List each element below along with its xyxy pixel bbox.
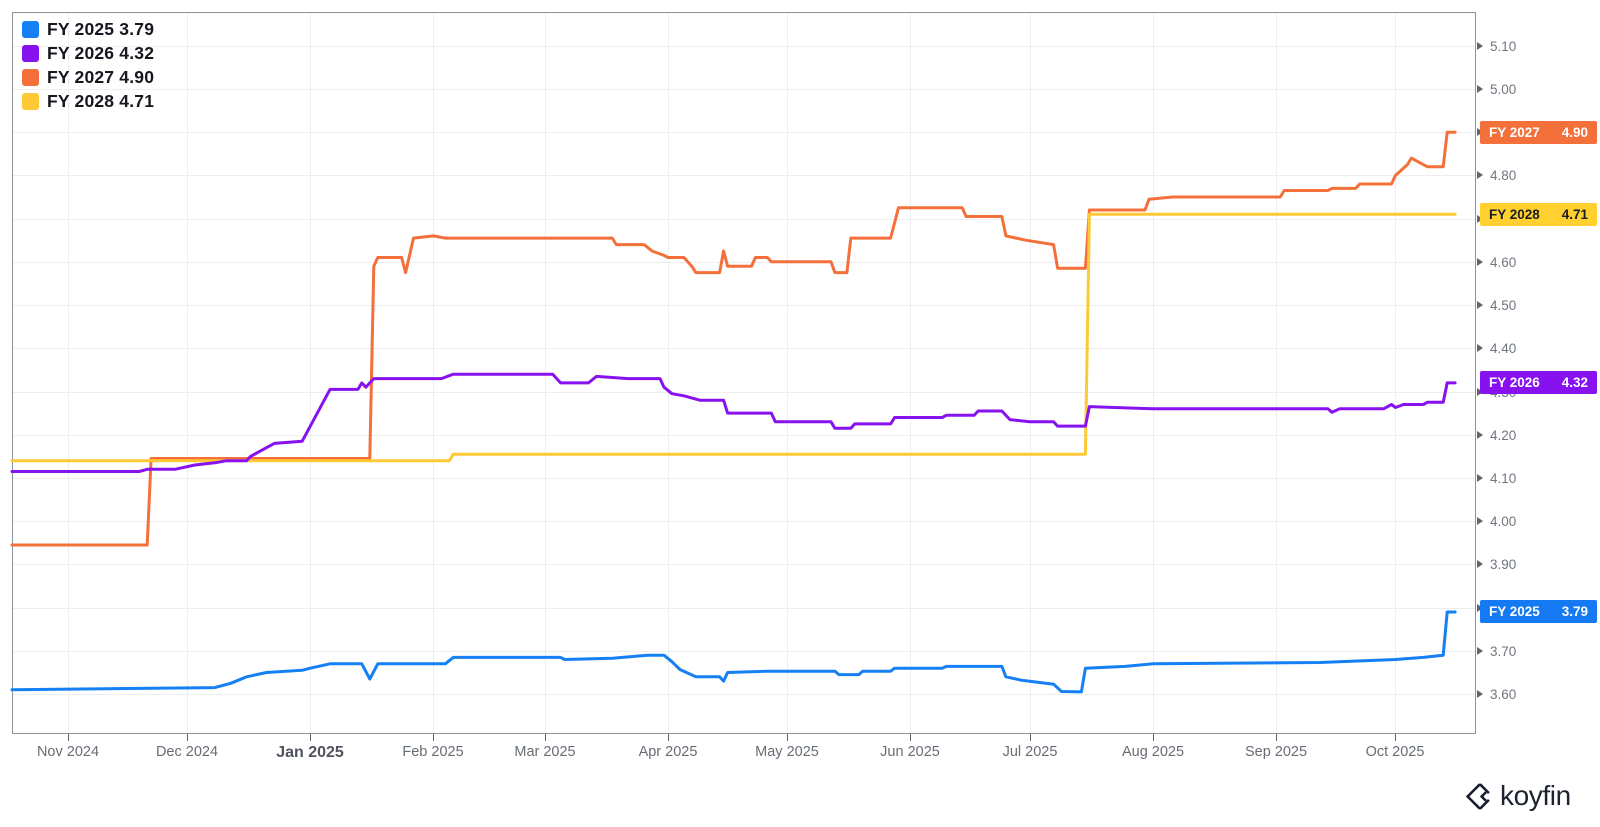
- y-axis-label-text: 4.80: [1490, 167, 1517, 183]
- koyfin-logo-icon: [1465, 782, 1490, 810]
- x-axis-label: Oct 2025: [1365, 744, 1425, 760]
- x-axis-label: Jan 2025: [276, 744, 344, 761]
- series-line-fy-2025[interactable]: [10, 610, 1457, 694]
- badge-series-label: FY 2025: [1489, 604, 1540, 619]
- x-axis-label: Feb 2025: [402, 744, 464, 760]
- x-axis-label: Mar 2025: [514, 744, 576, 760]
- axis-tick-arrow-icon: [1477, 85, 1483, 93]
- legend-item-label: FY 2027 4.90: [47, 66, 155, 87]
- plot-border: [12, 12, 1476, 734]
- y-axis-label: 4.40: [1477, 339, 1516, 357]
- legend-item-label: FY 2026 4.32: [47, 42, 155, 63]
- y-axis-label: 5.10: [1477, 37, 1516, 55]
- x-axis-label: Aug 2025: [1121, 744, 1185, 760]
- x-axis-label: Apr 2025: [638, 744, 698, 760]
- badge-series-label: FY 2028: [1489, 207, 1540, 222]
- last-value-badge: FY 2027 4.90: [1480, 121, 1597, 144]
- axis-tick-arrow-icon: [1477, 42, 1483, 50]
- y-axis-label-text: 4.00: [1490, 513, 1517, 529]
- legend-item[interactable]: FY 2025 3.79: [22, 17, 154, 41]
- legend-item[interactable]: FY 2028 4.71: [22, 89, 154, 113]
- y-axis-label: 4.20: [1477, 426, 1516, 444]
- legend-color-chip: [22, 92, 39, 110]
- y-axis-label: 5.00: [1477, 80, 1516, 98]
- y-axis-label-text: 4.10: [1490, 470, 1517, 486]
- axis-tick-arrow-icon: [1477, 560, 1483, 568]
- y-axis-label-text: 4.40: [1490, 340, 1517, 356]
- badge-value: 3.79: [1561, 604, 1588, 619]
- x-axis-label: Jun 2025: [880, 744, 940, 760]
- badge-value: 4.71: [1561, 207, 1588, 222]
- axis-tick-arrow-icon: [1477, 431, 1483, 439]
- axis-tick-arrow-icon: [1477, 690, 1483, 698]
- y-axis-label: 4.50: [1477, 296, 1516, 314]
- y-axis-label-text: 4.50: [1490, 297, 1517, 313]
- badge-value: 4.90: [1561, 125, 1588, 140]
- x-axis-label: Dec 2024: [155, 744, 219, 760]
- y-axis-label: 3.60: [1477, 685, 1516, 703]
- series-line-fy-2026[interactable]: [10, 372, 1457, 473]
- axis-tick-arrow-icon: [1477, 647, 1483, 655]
- y-axis-label: 4.60: [1477, 253, 1516, 271]
- y-axis-label-text: 5.00: [1490, 81, 1517, 97]
- legend-item[interactable]: FY 2026 4.32: [22, 41, 154, 65]
- legend-color-chip: [22, 68, 39, 86]
- x-axis-label: Nov 2024: [36, 744, 100, 760]
- y-axis-label: 4.10: [1477, 469, 1516, 487]
- y-axis-label-text: 3.90: [1490, 556, 1517, 572]
- axis-tick-arrow-icon: [1477, 474, 1483, 482]
- badge-value: 4.32: [1561, 375, 1588, 390]
- y-axis-label-text: 3.60: [1490, 686, 1517, 702]
- last-value-badge: FY 2025 3.79: [1480, 600, 1597, 623]
- legend-item[interactable]: FY 2027 4.90: [22, 65, 154, 89]
- series-line-fy-2027[interactable]: [10, 130, 1457, 547]
- axis-tick-arrow-icon: [1477, 258, 1483, 266]
- x-axis-label: Jul 2025: [1002, 744, 1058, 760]
- last-value-badge: FY 2028 4.71: [1480, 203, 1597, 226]
- axis-tick-arrow-icon: [1477, 344, 1483, 352]
- series-line-fy-2028[interactable]: [10, 212, 1457, 463]
- x-axis-label: May 2025: [755, 744, 819, 760]
- y-axis-label-text: 3.70: [1490, 643, 1517, 659]
- y-axis-label: 3.70: [1477, 642, 1516, 660]
- legend-item-label: FY 2025 3.79: [47, 18, 155, 39]
- koyfin-logo-text: koyfin: [1500, 780, 1571, 811]
- y-axis-label: 4.80: [1477, 166, 1516, 184]
- last-value-badge: FY 2026 4.32: [1480, 371, 1597, 394]
- legend-color-chip: [22, 20, 39, 38]
- axis-tick-arrow-icon: [1477, 301, 1483, 309]
- legend: FY 2025 3.79 FY 2026 4.32 FY 2027 4.90 FY 2…: [22, 17, 154, 113]
- y-axis-label: 4.00: [1477, 512, 1516, 530]
- y-axis-label-text: 4.60: [1490, 254, 1517, 270]
- x-axis-label: Sep 2025: [1244, 744, 1308, 760]
- koyfin-logo: koyfin: [1464, 780, 1571, 812]
- y-axis-label-text: 4.20: [1490, 427, 1517, 443]
- legend-color-chip: [22, 44, 39, 62]
- y-axis-label: 3.90: [1477, 555, 1516, 573]
- y-axis-label-text: 5.10: [1490, 38, 1517, 54]
- badge-series-label: FY 2027: [1489, 125, 1540, 140]
- axis-tick-arrow-icon: [1477, 171, 1483, 179]
- legend-item-label: FY 2028 4.71: [47, 90, 155, 111]
- badge-series-label: FY 2026: [1489, 375, 1540, 390]
- axis-tick-arrow-icon: [1477, 517, 1483, 525]
